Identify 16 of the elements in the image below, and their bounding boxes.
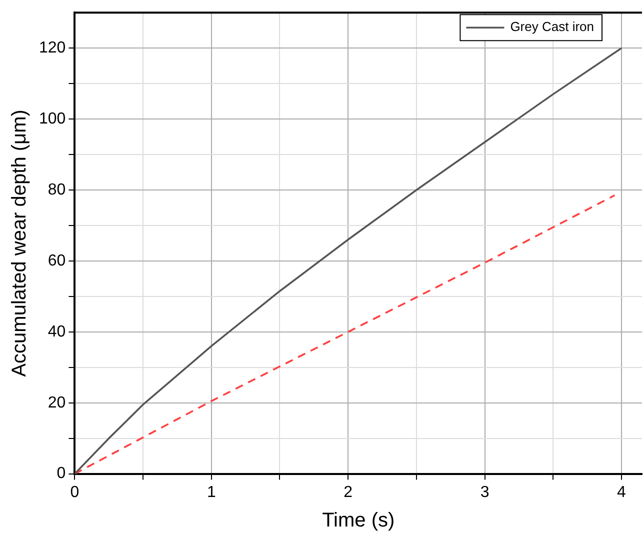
- x-tick-label: 1: [206, 484, 216, 501]
- y-tick-label: 60: [48, 252, 66, 270]
- x-tick-label: 4: [617, 484, 626, 501]
- y-tick-label: 0: [56, 465, 66, 482]
- legend-label: Grey Cast iron: [510, 19, 594, 34]
- y-axis-title: Accumulated wear depth (μm): [8, 110, 31, 377]
- x-axis-title: Time (s): [322, 510, 395, 532]
- y-tick-label: 40: [48, 323, 66, 340]
- x-tick-label: 3: [480, 484, 490, 501]
- x-tick-label: 2: [344, 484, 353, 501]
- y-tick-label: 80: [48, 181, 66, 198]
- line-series: [74, 194, 616, 474]
- y-tick-label: 20: [48, 394, 66, 412]
- x-tick-label: 0: [70, 484, 80, 501]
- y-tick-label: 100: [38, 110, 66, 128]
- y-tick-label: 120: [38, 39, 66, 56]
